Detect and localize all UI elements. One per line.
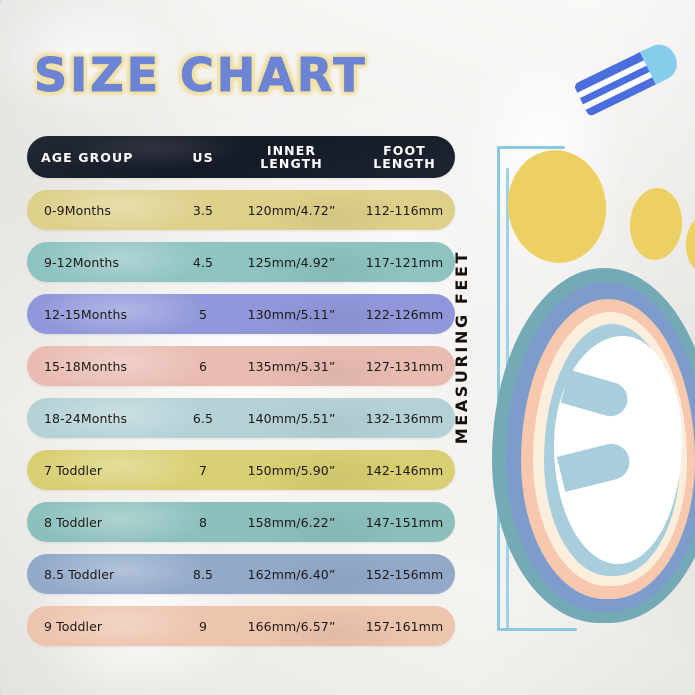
cell-inner-length: 120mm/4.72” [247, 202, 336, 218]
cell-us-size: 7 [198, 462, 208, 478]
cell-age-group: 18-24Months [44, 410, 128, 426]
cell-inner-length: 125mm/4.92” [247, 254, 336, 270]
toe-small-icon [682, 209, 695, 277]
cell-age-group: 9-12Months [44, 254, 120, 270]
cell-foot-length: 152-156mm [365, 566, 444, 582]
cell-us-size: 6 [198, 358, 208, 374]
cell-age-group: 0-9Months [44, 202, 112, 218]
page-title: SIZE CHART [34, 48, 368, 103]
table-header-row: AGE GROUP US INNER LENGTH FOOT LENGTH [27, 136, 455, 178]
cell-inner-length: 150mm/5.90” [247, 462, 336, 478]
cell-age-group: 12-15Months [44, 306, 128, 322]
column-header-age-group: AGE GROUP [41, 149, 134, 165]
cell-us-size: 9 [198, 618, 208, 634]
table-row: 18-24Months 6.5 140mm/5.51” 132-136mm [27, 398, 455, 438]
column-header-inner-length: INNER LENGTH [260, 143, 323, 171]
cell-inner-length: 130mm/5.11” [247, 306, 336, 322]
cell-foot-length: 117-121mm [365, 254, 444, 270]
toe-large-icon [500, 143, 614, 270]
cell-inner-length: 135mm/5.31” [247, 358, 336, 374]
size-chart-table: AGE GROUP US INNER LENGTH FOOT LENGTH 0-… [27, 136, 455, 658]
cell-us-size: 3.5 [192, 202, 214, 218]
column-header-foot-length: FOOT LENGTH [373, 143, 436, 171]
cell-age-group: 7 Toddler [44, 462, 103, 478]
cell-us-size: 4.5 [192, 254, 214, 270]
measure-bracket-top-cap [497, 146, 565, 149]
table-row: 15-18Months 6 135mm/5.31” 127-131mm [27, 346, 455, 386]
foot-illustration [470, 0, 695, 695]
cell-us-size: 5 [198, 306, 208, 322]
cell-inner-length: 166mm/6.57” [247, 618, 336, 634]
cell-foot-length: 132-136mm [365, 410, 444, 426]
cell-foot-length: 157-161mm [365, 618, 444, 634]
cell-age-group: 8.5 Toddler [44, 566, 115, 582]
cell-us-size: 8.5 [192, 566, 214, 582]
column-header-us: US [192, 149, 214, 165]
table-row: 9-12Months 4.5 125mm/4.92” 117-121mm [27, 242, 455, 282]
table-row: 8 Toddler 8 158mm/6.22” 147-151mm [27, 502, 455, 542]
table-row: 12-15Months 5 130mm/5.11” 122-126mm [27, 294, 455, 334]
cell-age-group: 9 Toddler [44, 618, 103, 634]
cell-foot-length: 112-116mm [365, 202, 444, 218]
table-row: 9 Toddler 9 166mm/6.57” 157-161mm [27, 606, 455, 646]
cell-foot-length: 142-146mm [365, 462, 444, 478]
measure-bracket-bottom-cap [500, 628, 577, 631]
cell-us-size: 6.5 [192, 410, 214, 426]
cell-age-group: 15-18Months [44, 358, 128, 374]
table-row: 0-9Months 3.5 120mm/4.72” 112-116mm [27, 190, 455, 230]
measure-bracket-line-outer [497, 146, 500, 631]
cell-foot-length: 147-151mm [365, 514, 444, 530]
cell-foot-length: 122-126mm [365, 306, 444, 322]
cell-inner-length: 162mm/6.40” [247, 566, 336, 582]
cell-inner-length: 140mm/5.51” [247, 410, 336, 426]
toe-medium-icon [627, 186, 685, 262]
cell-foot-length: 127-131mm [365, 358, 444, 374]
cell-us-size: 8 [198, 514, 208, 530]
table-row: 8.5 Toddler 8.5 162mm/6.40” 152-156mm [27, 554, 455, 594]
measuring-feet-label: MEASURING FEET [452, 250, 471, 445]
cell-age-group: 8 Toddler [44, 514, 103, 530]
cell-inner-length: 158mm/6.22” [247, 514, 336, 530]
table-row: 7 Toddler 7 150mm/5.90” 142-146mm [27, 450, 455, 490]
